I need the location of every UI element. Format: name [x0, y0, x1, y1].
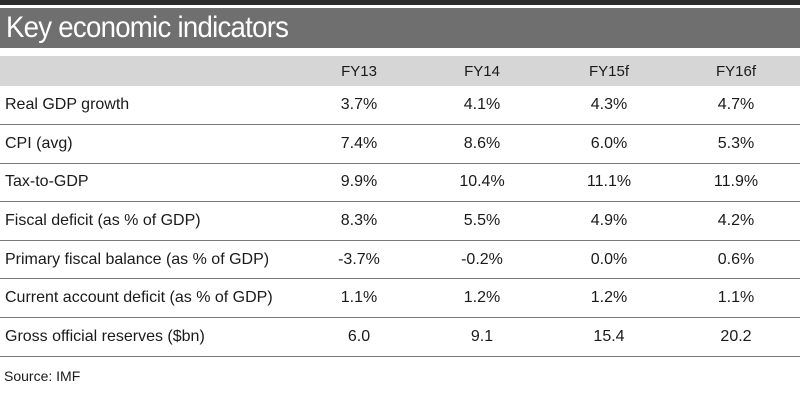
cell-value: -0.2%: [461, 250, 503, 268]
cell-value: 1.1%: [717, 289, 755, 307]
cell-value: -3.7%: [338, 250, 380, 268]
header-row: FY13 FY14 FY15f FY16f: [0, 56, 800, 86]
column-header: [0, 56, 300, 86]
cell-value: 4.7%: [717, 96, 755, 114]
cell-value: 4.3%: [590, 96, 628, 114]
cell-value: 20.2: [720, 327, 752, 345]
cell-value: 0.6%: [717, 250, 755, 268]
cell-value: 7.4%: [340, 134, 378, 152]
cell-value: 11.9%: [713, 173, 759, 191]
cell-value: 6.0: [347, 327, 371, 345]
cell-value: 1.1%: [340, 289, 378, 307]
cell-value: 4.1%: [463, 96, 501, 114]
table-row: Fiscal deficit (as % of GDP) 8.3% 5.5% 4.9%…: [0, 202, 800, 241]
cell-value: 4.9%: [590, 212, 628, 230]
cell-value: 15.4: [593, 327, 625, 345]
row-label: Fiscal deficit (as % of GDP): [5, 212, 201, 230]
table-row: Real GDP growth 3.7% 4.1% 4.3% 4.7%: [0, 86, 800, 125]
indicators-table: FY13 FY14 FY15f FY16f Real GDP growth 3.7…: [0, 56, 800, 357]
cell-value: 3.7%: [340, 96, 378, 114]
top-rule: [0, 0, 800, 5]
cell-value: 1.2%: [590, 289, 628, 307]
column-header: FY14: [464, 62, 500, 80]
column-header: FY16f: [715, 62, 757, 80]
table-body: Real GDP growth 3.7% 4.1% 4.3% 4.7% CPI (avg)…: [0, 86, 800, 357]
cell-value: 6.0%: [590, 134, 628, 152]
cell-value: 9.1: [470, 327, 494, 345]
table-row: CPI (avg) 7.4% 8.6% 6.0% 5.3%: [0, 125, 800, 164]
table-row: Primary fiscal balance (as % of GDP) -3.7…: [0, 240, 800, 279]
row-label: Tax-to-GDP: [5, 173, 89, 191]
cell-value: 8.6%: [463, 134, 501, 152]
cell-value: 9.9%: [340, 173, 378, 191]
cell-value: 1.2%: [463, 289, 501, 307]
table-title: Key economic indicators: [6, 11, 289, 44]
column-header: FY13: [341, 62, 377, 80]
row-label: CPI (avg): [5, 134, 73, 152]
row-label: Current account deficit (as % of GDP): [5, 289, 273, 307]
title-band: Key economic indicators: [0, 8, 800, 48]
table-row: Gross official reserves ($bn) 6.0 9.1 15.4 2…: [0, 318, 800, 357]
cell-value: 5.5%: [463, 212, 501, 230]
row-label: Real GDP growth: [5, 96, 130, 114]
cell-value: 8.3%: [340, 212, 378, 230]
table-row: Current account deficit (as % of GDP) 1.1…: [0, 279, 800, 318]
table-row: Tax-to-GDP 9.9% 10.4% 11.1% 11.9%: [0, 163, 800, 202]
row-label: Primary fiscal balance (as % of GDP): [5, 250, 270, 268]
source-note: Source: IMF: [4, 368, 81, 384]
cell-value: 10.4%: [459, 173, 505, 191]
row-label: Gross official reserves ($bn): [5, 327, 205, 345]
column-header: FY15f: [588, 62, 630, 80]
cell-value: 4.2%: [717, 212, 755, 230]
cell-value: 5.3%: [717, 134, 755, 152]
cell-value: 0.0%: [590, 250, 628, 268]
cell-value: 11.1%: [586, 173, 632, 191]
